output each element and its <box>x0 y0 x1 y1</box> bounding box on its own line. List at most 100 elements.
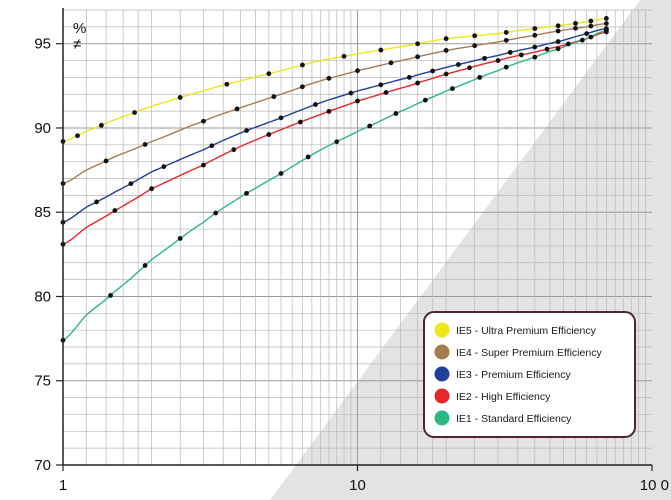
data-point <box>482 55 487 61</box>
data-point <box>177 95 183 100</box>
series-line-2 <box>62 22 607 185</box>
data-point <box>326 108 332 114</box>
data-point <box>244 190 249 196</box>
data-point <box>588 23 594 29</box>
data-point <box>495 58 501 63</box>
legend-swatch <box>434 322 450 338</box>
data-point <box>300 84 305 90</box>
data-point <box>477 75 483 80</box>
data-point <box>584 31 590 36</box>
data-point <box>544 46 550 52</box>
data-point <box>209 143 215 149</box>
legend-label: IE4 - Super Premium Efficiency <box>456 347 602 359</box>
data-point <box>108 293 113 298</box>
y-tick-label: 85 <box>34 204 51 221</box>
data-point <box>271 94 277 100</box>
y-axis-unit: % <box>73 20 86 37</box>
data-point <box>266 132 272 137</box>
legend-swatch <box>434 344 450 360</box>
data-point <box>472 43 478 49</box>
data-point <box>234 106 240 112</box>
series-line-1 <box>62 17 607 143</box>
data-point <box>588 34 594 40</box>
data-point <box>278 171 284 176</box>
data-point <box>313 102 318 107</box>
data-point <box>573 21 578 26</box>
data-point <box>177 236 183 241</box>
data-point <box>603 21 609 26</box>
data-point <box>388 60 394 66</box>
data-point <box>406 75 412 80</box>
data-point <box>378 82 384 88</box>
legend-label: IE3 - Premium Efficiency <box>456 369 572 381</box>
data-point <box>326 75 332 81</box>
y-unit-label: % ≠ <box>73 20 86 53</box>
data-point <box>588 18 594 24</box>
legend-swatch <box>434 388 450 404</box>
x-tick-label: 10 <box>349 477 366 494</box>
data-point <box>298 119 303 125</box>
data-point <box>305 154 311 160</box>
data-point <box>266 71 272 77</box>
data-point <box>555 46 561 52</box>
data-point <box>532 32 538 38</box>
data-point <box>532 26 538 31</box>
data-point <box>231 147 237 153</box>
data-point <box>555 23 561 29</box>
data-point <box>503 30 509 35</box>
data-point <box>555 39 561 44</box>
data-point <box>355 98 360 104</box>
y-axis-unit-symbol: ≠ <box>73 36 81 53</box>
data-point <box>603 16 609 21</box>
data-point <box>422 97 428 103</box>
data-point <box>415 54 421 60</box>
y-tick-label: 70 <box>34 457 51 474</box>
data-point <box>112 208 118 213</box>
y-tick-label: 75 <box>34 373 51 390</box>
data-point <box>355 68 360 74</box>
data-point <box>142 142 148 147</box>
data-point <box>341 53 347 59</box>
data-point <box>443 48 449 53</box>
legend-label: IE1 - Standard Efficiency <box>456 413 572 425</box>
data-point <box>94 199 99 205</box>
legend-swatch <box>434 366 450 382</box>
data-point <box>348 90 354 96</box>
data-point <box>443 36 449 42</box>
data-point <box>393 111 399 116</box>
data-point <box>449 86 455 91</box>
x-tick-label: 10 0 <box>640 477 669 494</box>
data-point <box>142 263 148 268</box>
data-point <box>244 128 249 134</box>
axes <box>56 8 653 471</box>
data-point <box>565 41 571 47</box>
data-point <box>467 65 472 71</box>
data-point <box>132 110 137 115</box>
data-point <box>224 81 230 87</box>
legend-swatch <box>434 410 450 426</box>
data-point <box>415 80 421 86</box>
y-tick-label: 95 <box>34 36 51 53</box>
data-point <box>443 71 449 77</box>
data-point <box>579 37 585 43</box>
data-point <box>201 162 206 168</box>
data-point <box>128 181 134 187</box>
data-point <box>75 133 80 139</box>
data-point <box>532 44 538 50</box>
data-point <box>98 122 104 128</box>
y-tick-label: 90 <box>34 120 51 137</box>
data-point <box>378 47 384 53</box>
data-point <box>503 64 509 70</box>
y-tick-label: 80 <box>34 288 51 305</box>
data-point <box>455 62 461 67</box>
data-point <box>103 158 109 164</box>
data-point <box>383 90 389 95</box>
data-point <box>334 139 340 145</box>
data-point <box>367 123 373 129</box>
series-line-3 <box>62 27 607 223</box>
data-point <box>472 33 478 39</box>
data-point <box>300 62 305 68</box>
data-point <box>278 115 284 121</box>
data-point <box>161 164 167 170</box>
data-point <box>507 49 513 55</box>
